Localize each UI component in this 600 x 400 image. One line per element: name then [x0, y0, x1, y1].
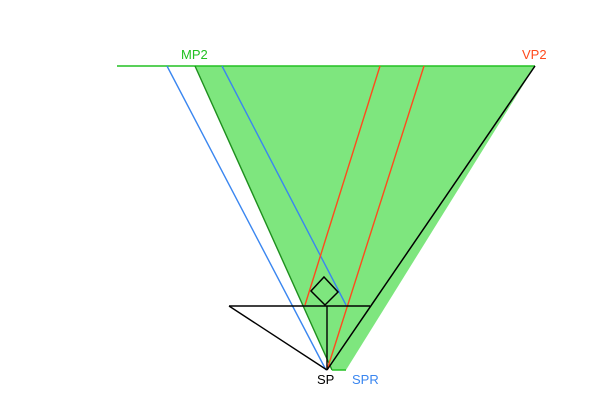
blue-sight-line-right — [221, 65, 347, 306]
green-projection-region — [195, 66, 535, 370]
mp2-label: MP2 — [181, 47, 208, 62]
triangle-left-edge — [228, 305, 328, 371]
vp2-label: VP2 — [522, 47, 547, 62]
vp2-black-line — [326, 65, 536, 371]
sp-label: SP — [317, 372, 334, 387]
blue-sight-line-left — [166, 65, 327, 371]
spr-label: SPR — [352, 372, 379, 387]
red-projection-line-right — [326, 65, 425, 371]
plan-square — [309, 275, 340, 307]
mp2-measuring-line — [194, 65, 333, 371]
red-projection-line-left — [304, 65, 381, 306]
